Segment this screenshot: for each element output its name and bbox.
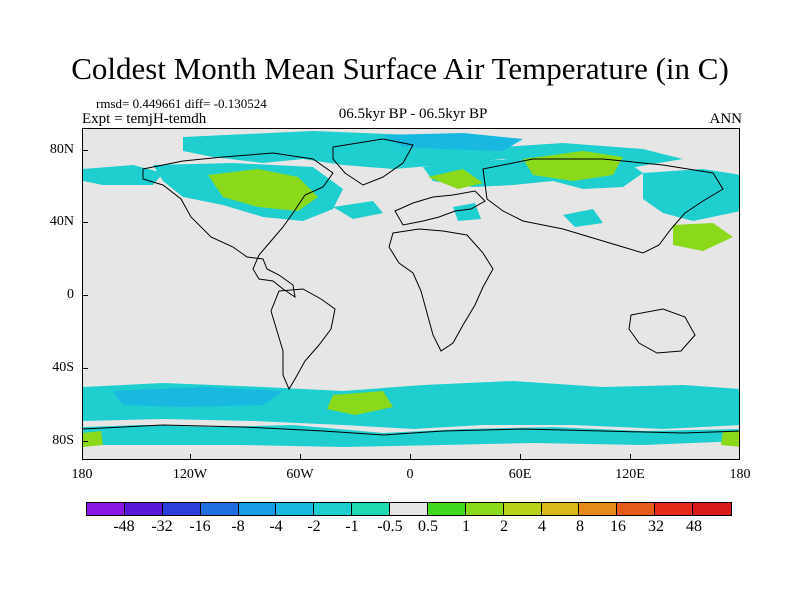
- colorbar-label: 2: [500, 518, 508, 535]
- colorbar-swatch: [390, 503, 428, 515]
- lon-label: 180: [729, 467, 751, 482]
- colorbar-swatch: [617, 503, 656, 515]
- colorbar-swatch: [352, 503, 390, 515]
- lon-label: 120E: [615, 467, 645, 482]
- map-title: Coldest Month Mean Surface Air Temperatu…: [71, 51, 729, 86]
- lat-label: 40N: [49, 214, 74, 229]
- colorbar-label: -48: [113, 518, 135, 535]
- colorbar-label: 8: [576, 518, 584, 535]
- anomaly-fields: [83, 131, 739, 447]
- colorbar-label: 1: [462, 518, 470, 535]
- colorbar-swatch: [276, 503, 315, 515]
- lon-label: 60E: [508, 467, 532, 482]
- colorbar-label: -16: [189, 518, 211, 535]
- colorbar-swatch: [465, 503, 504, 515]
- colorbar-label: -32: [151, 518, 173, 535]
- lat-label: 80N: [49, 142, 74, 157]
- colorbar-label: 4: [538, 518, 546, 535]
- colorbar-label: -1: [345, 518, 359, 535]
- world-map: [82, 128, 740, 460]
- colorbar-label: 0.5: [418, 518, 438, 535]
- lat-label: 40S: [52, 360, 74, 375]
- colorbar-swatch: [503, 503, 542, 515]
- colorbar-label: 32: [648, 518, 664, 535]
- colorbar-label: 16: [610, 518, 626, 535]
- colorbar-swatch: [87, 503, 125, 515]
- experiment-label: Expt = temjH-temdh: [82, 111, 207, 127]
- lon-label: 120W: [172, 467, 208, 482]
- lon-label: 0: [406, 467, 414, 482]
- colorbar-label: -4: [269, 518, 283, 535]
- colorbar-swatch: [427, 503, 466, 515]
- colorbar-swatch: [124, 503, 163, 515]
- season-label: ANN: [709, 111, 743, 127]
- lon-label: 60W: [286, 467, 314, 482]
- colorbar-label: 48: [686, 518, 702, 535]
- colorbar-label: -8: [231, 518, 245, 535]
- colorbar-swatch: [693, 503, 731, 515]
- colorbar-swatch: [655, 503, 693, 515]
- period-label: 06.5kyr BP - 06.5kyr BP: [338, 106, 488, 122]
- colorbar-label: -0.5: [377, 518, 403, 535]
- lat-label: 0: [67, 287, 74, 302]
- colorbar: [86, 502, 732, 516]
- colorbar-swatch: [200, 503, 239, 515]
- colorbar-label: -2: [307, 518, 321, 535]
- lon-label: 180: [71, 467, 93, 482]
- coastlines: [83, 138, 739, 436]
- colorbar-swatch: [541, 503, 580, 515]
- lat-label: 80S: [52, 433, 74, 448]
- colorbar-swatch: [238, 503, 277, 515]
- stats-text: rmsd= 0.449661 diff= -0.130524: [96, 96, 267, 111]
- colorbar-swatch: [162, 503, 201, 515]
- map-canvas: [83, 131, 739, 447]
- colorbar-swatch: [579, 503, 618, 515]
- colorbar-swatch: [314, 503, 353, 515]
